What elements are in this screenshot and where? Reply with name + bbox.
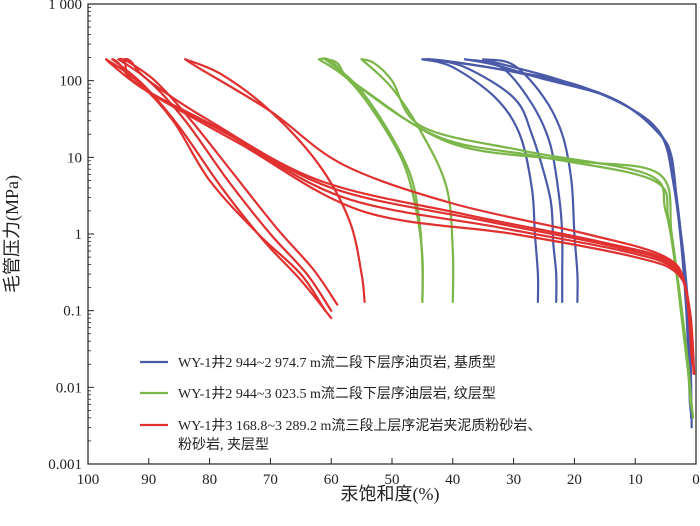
x-axis-title: 汞饱和度(%)	[341, 484, 440, 505]
legend-label-1: WY-1井2 944~2 974.7 m流二段下层序油页岩, 基质型	[178, 354, 496, 371]
series-1-curve-1-extrusion	[482, 58, 579, 303]
x-tick-labels: 100 90 80 70 60 50 40 30 20 10 0	[77, 472, 700, 488]
legend: WY-1井2 944~2 974.7 m流二段下层序油页岩, 基质型 WY-1井2…	[140, 354, 541, 453]
y-tick-label: 1	[75, 227, 83, 243]
series-3-curve-2-extrusion	[111, 58, 333, 320]
series-2-curve-2-extrusion	[324, 58, 424, 303]
series-3-curve-3-intrusion	[117, 57, 695, 366]
y-tick-label: 0.01	[56, 380, 82, 396]
legend-label-2: WY-1井2 944~3 023.5 m流二段下层序油层岩, 纹层型	[178, 386, 496, 402]
series-1-curve-2-extrusion	[463, 58, 564, 303]
y-tick-label: 1 000	[48, 0, 82, 13]
series-2-curve-3-extrusion	[360, 58, 455, 303]
series-1-curve-3-extrusion	[427, 58, 558, 303]
plot-frame	[87, 3, 697, 465]
x-tick-label: 80	[202, 472, 217, 488]
legend-label-3: 粉砂岩, 夹层型	[178, 437, 269, 453]
series-3-curve-1-extrusion	[105, 58, 327, 312]
x-tick-label: 70	[263, 472, 278, 488]
x-tick-label: 50	[385, 472, 400, 488]
series-1-curve-4-extrusion	[421, 58, 540, 303]
series-3-curve-5-extrusion	[184, 58, 366, 303]
y-tick-labels: 0.001 0.01 0.1 1 10 100 1 000	[48, 0, 82, 473]
x-tick-label: 90	[141, 472, 156, 488]
y-tick-label: 10	[67, 150, 82, 166]
series-2-curve-3-intrusion	[360, 58, 692, 406]
legend-label-3: WY-1井3 168.8~3 289.2 m流三段上层序泥岩夹泥质粉砂岩、	[178, 418, 541, 434]
y-tick-label: 0.001	[48, 457, 82, 473]
y-tick-label: 0.1	[63, 304, 82, 320]
x-tick-label: 60	[324, 472, 339, 488]
y-tick-label: 100	[60, 74, 83, 90]
plot-area	[105, 57, 696, 429]
series-3-curve-4-extrusion	[123, 58, 339, 306]
series-3-curve-1-intrusion	[105, 58, 696, 375]
x-tick-label: 40	[445, 472, 460, 488]
series-3-curve-4-intrusion	[123, 57, 694, 366]
series-3-curve-5-intrusion	[184, 58, 693, 358]
y-axis-title: 毛管压力(MPa)	[2, 175, 23, 293]
x-tick-label: 0	[692, 472, 700, 488]
x-tick-label: 20	[567, 472, 582, 488]
x-tick-label: 10	[628, 472, 643, 488]
x-tick-label: 100	[77, 472, 100, 488]
x-tick-label: 30	[506, 472, 521, 488]
